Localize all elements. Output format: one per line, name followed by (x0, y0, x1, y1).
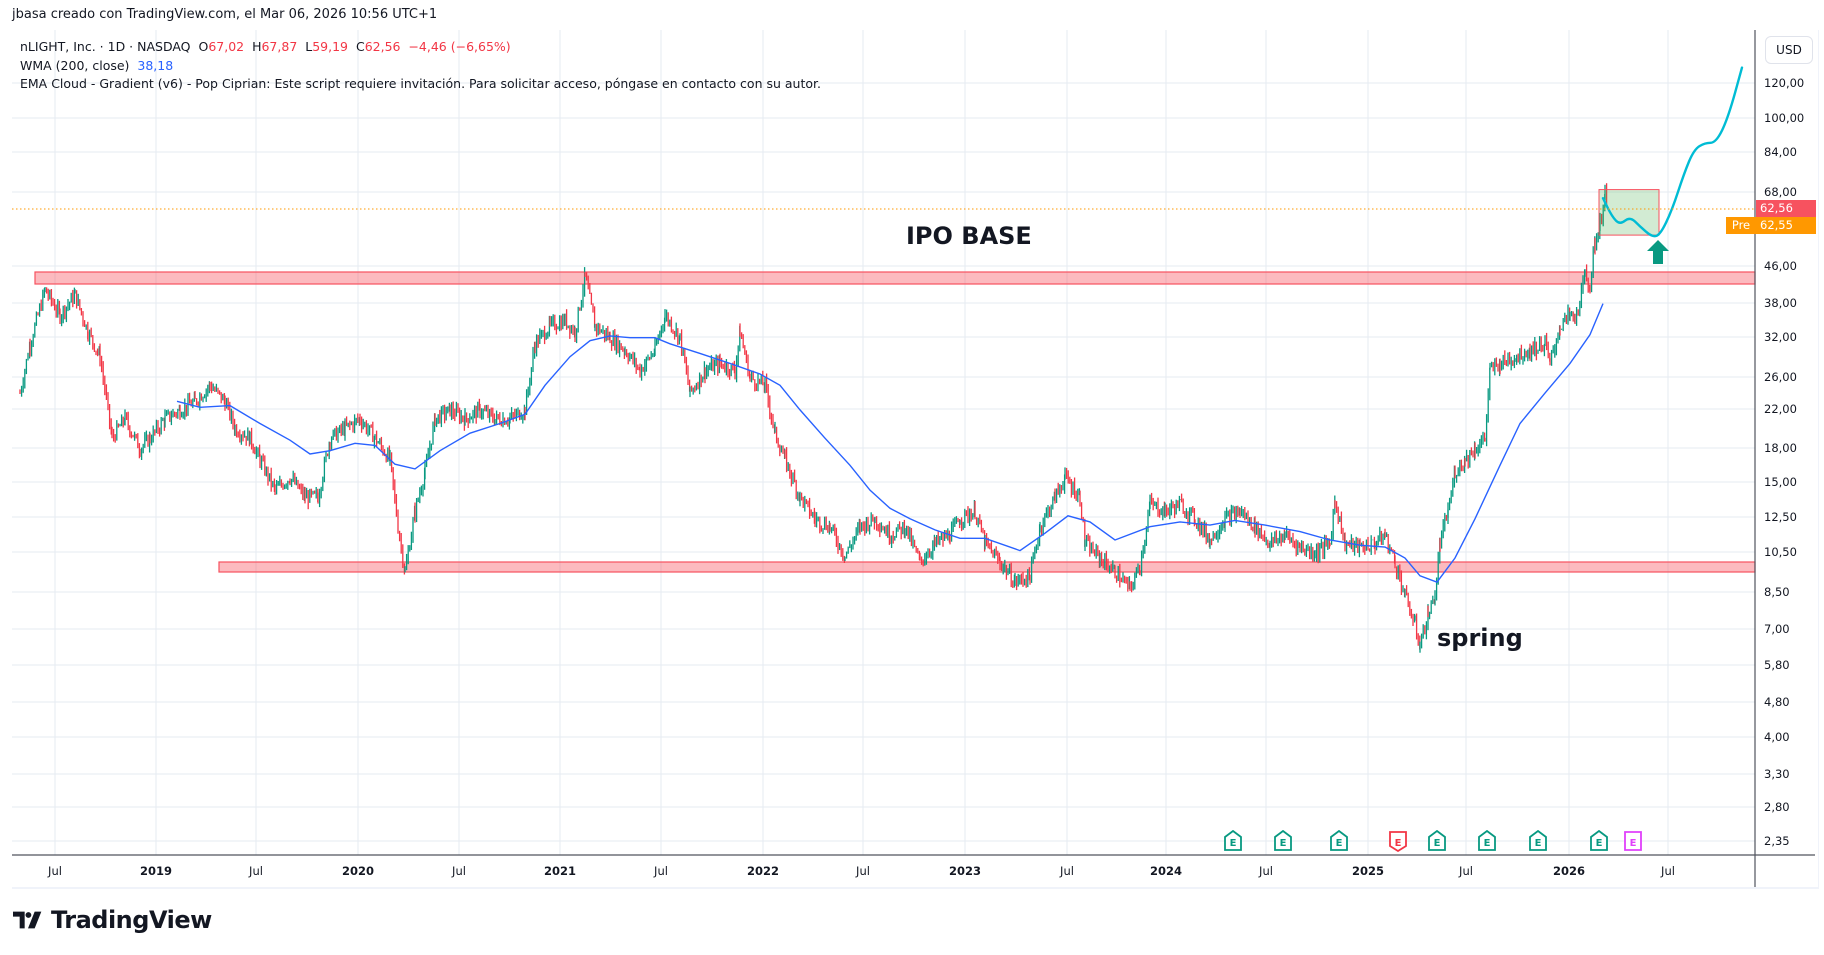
earnings-icon[interactable]: E (1329, 829, 1349, 852)
svg-text:E: E (1336, 838, 1343, 849)
svg-text:E: E (1395, 838, 1402, 849)
price-tick-label: 22,00 (1764, 402, 1797, 416)
spring-annotation[interactable]: spring (1437, 624, 1523, 652)
earnings-icon[interactable]: E (1528, 829, 1548, 852)
price-tick-label: 2,80 (1764, 800, 1790, 814)
time-tick-label: 2022 (746, 864, 780, 878)
projection-box[interactable] (1598, 189, 1660, 236)
low-label: L (305, 39, 313, 54)
symbol-name: nLIGHT, Inc. · 1D · NASDAQ (20, 39, 191, 54)
ipo-base-annotation[interactable]: IPO BASE (906, 222, 1032, 250)
earnings-icon[interactable]: E (1388, 830, 1408, 853)
tradingview-logo-icon (13, 911, 42, 929)
svg-text:E: E (1630, 838, 1637, 849)
price-tick-label: 7,00 (1764, 622, 1790, 636)
time-tick-label: Jul (654, 864, 668, 878)
premarket-tag: Pre (1726, 217, 1756, 234)
low-value: 59,19 (312, 39, 348, 54)
earnings-icon[interactable]: E (1427, 829, 1447, 852)
time-tick-label: 2024 (1149, 864, 1183, 878)
wma-name: WMA (200, close) (20, 57, 130, 73)
change-value: −4,46 (−6,65%) (408, 39, 511, 54)
price-tick-label: 4,80 (1764, 695, 1790, 709)
price-tick-label: 2,35 (1764, 834, 1790, 848)
price-tick-label: 10,50 (1764, 545, 1797, 559)
price-tick-label: 3,30 (1764, 767, 1790, 781)
wma-legend-row[interactable]: WMA (200, close) 38,18 (20, 57, 821, 76)
time-tick-label: Jul (452, 864, 466, 878)
last-price-badge: 62,56 (1756, 200, 1816, 217)
premarket-price-badge: 62,55 (1756, 217, 1816, 234)
time-tick-label: Jul (1459, 864, 1473, 878)
chart-frame (12, 30, 1819, 889)
time-tick-label: Jul (249, 864, 263, 878)
price-tick-label: 18,00 (1764, 441, 1797, 455)
time-tick-label: 2020 (341, 864, 375, 878)
time-tick-label: Jul (856, 864, 870, 878)
symbol-legend-row[interactable]: nLIGHT, Inc. · 1D · NASDAQ O67,02 H67,87… (20, 38, 821, 57)
svg-text:E: E (1434, 838, 1441, 849)
chart-credit: jbasa creado con TradingView.com, el Mar… (12, 7, 438, 22)
high-value: 67,87 (261, 39, 298, 54)
time-tick-label: 2023 (948, 864, 982, 878)
earnings-icon[interactable]: E (1273, 829, 1293, 852)
price-tick-label: 8,50 (1764, 585, 1790, 599)
time-tick-label: 2019 (139, 864, 173, 878)
projection-drawing[interactable] (1598, 66, 1744, 264)
candlestick-series (19, 183, 1608, 653)
ema-cloud-legend-row[interactable]: EMA Cloud - Gradient (v6) - Pop Ciprian:… (20, 75, 821, 94)
zone-rect[interactable] (218, 561, 1756, 573)
time-tick-label: Jul (1661, 864, 1675, 878)
open-value: 67,02 (208, 39, 245, 54)
time-tick-label: Jul (1060, 864, 1074, 878)
price-tick-label: 26,00 (1764, 370, 1797, 384)
price-tick-label: 32,00 (1764, 330, 1797, 344)
price-tick-label: 46,00 (1764, 259, 1797, 273)
price-tick-label: 120,00 (1764, 76, 1805, 90)
earnings-icon[interactable]: E (1589, 829, 1609, 852)
price-tick-label: 38,00 (1764, 296, 1797, 310)
time-tick-label: 2025 (1351, 864, 1385, 878)
time-tick-label: Jul (48, 864, 62, 878)
svg-text:E: E (1280, 838, 1287, 849)
svg-text:E: E (1484, 838, 1491, 849)
upcoming-earnings-icon[interactable]: E (1623, 830, 1643, 852)
support-resistance-zones[interactable] (34, 271, 1756, 573)
tradingview-logo[interactable]: TradingView (13, 906, 212, 934)
svg-text:E: E (1596, 838, 1603, 849)
close-value: 62,56 (364, 39, 401, 54)
chart-grid (12, 30, 1755, 855)
open-label: O (198, 39, 209, 54)
earnings-icon[interactable]: E (1477, 829, 1497, 852)
svg-text:E: E (1535, 838, 1542, 849)
earnings-icon[interactable]: E (1223, 829, 1243, 852)
close-label: C (355, 39, 365, 54)
high-label: H (252, 39, 262, 54)
projection-curve[interactable] (1601, 66, 1744, 238)
wma-line (176, 303, 1604, 583)
ema-cloud-text: EMA Cloud - Gradient (v6) - Pop Ciprian:… (20, 76, 821, 91)
time-tick-label: 2021 (543, 864, 577, 878)
time-tick-label: Jul (1259, 864, 1273, 878)
chart-legend: nLIGHT, Inc. · 1D · NASDAQ O67,02 H67,87… (20, 38, 821, 94)
price-tick-label: 68,00 (1764, 185, 1797, 199)
wma-value: 38,18 (137, 57, 174, 73)
price-tick-label: 100,00 (1764, 111, 1805, 125)
tradingview-logo-text: TradingView (51, 906, 212, 934)
time-tick-label: 2026 (1552, 864, 1586, 878)
price-tick-label: 84,00 (1764, 145, 1797, 159)
price-tick-label: 15,00 (1764, 475, 1797, 489)
svg-text:E: E (1230, 838, 1237, 849)
price-tick-label: 4,00 (1764, 730, 1790, 744)
price-tick-label: 12,50 (1764, 510, 1797, 524)
currency-button[interactable]: USD (1765, 36, 1813, 64)
up-arrow-icon[interactable] (1647, 240, 1669, 264)
price-tick-label: 5,80 (1764, 658, 1790, 672)
zone-rect[interactable] (34, 271, 1756, 285)
chart-axes (12, 30, 1815, 887)
